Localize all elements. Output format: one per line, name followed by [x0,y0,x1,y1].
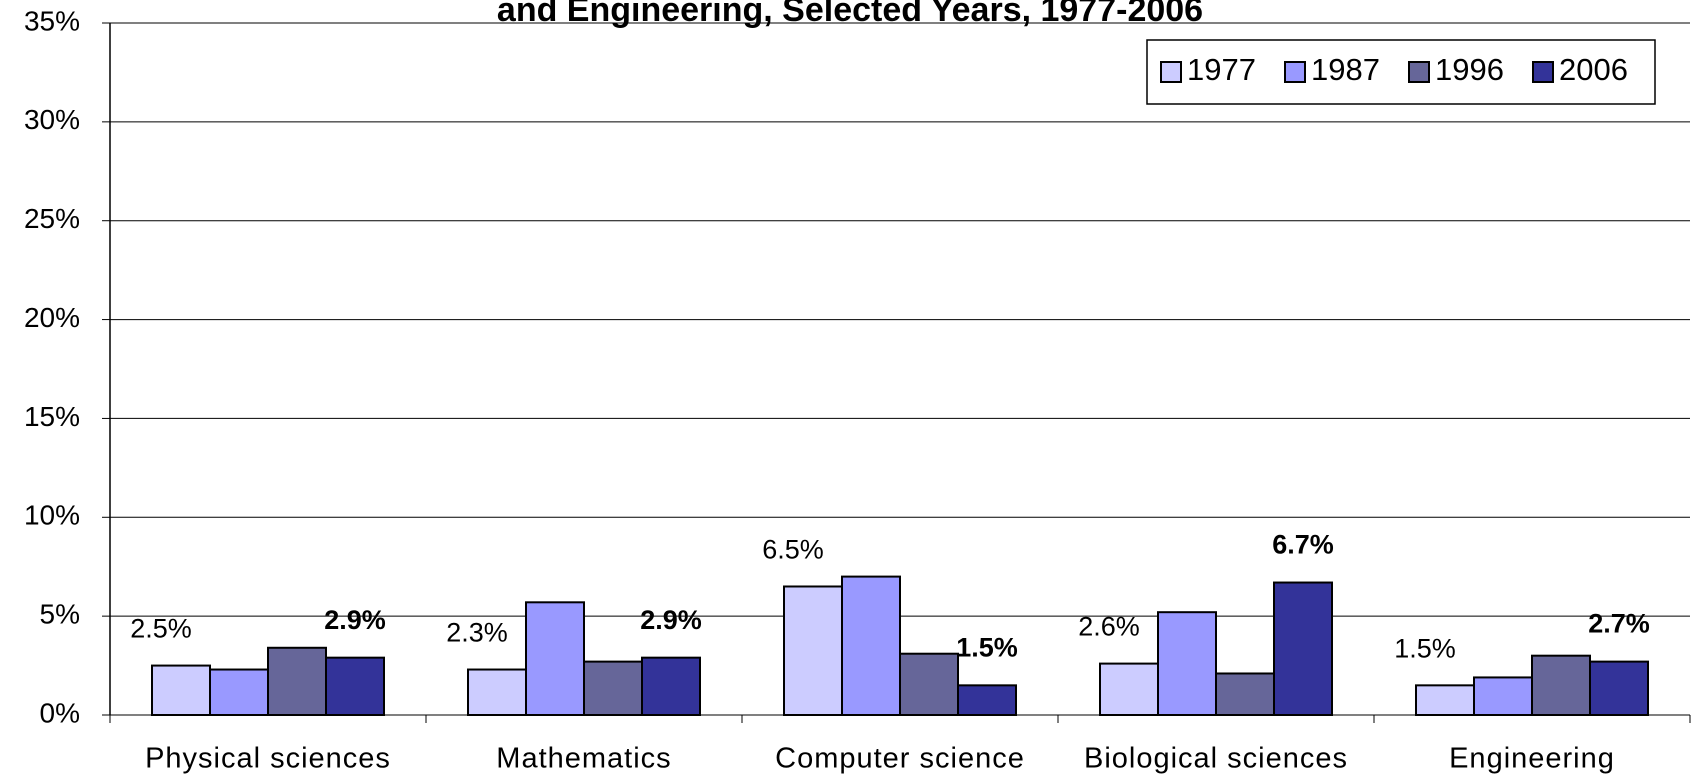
y-tick-label: 15% [24,401,80,432]
x-tick-label: Computer science [775,743,1025,775]
data-label: 6.7% [1272,530,1334,560]
data-label: 1.5% [1394,633,1456,663]
bar [325,656,385,716]
data-label: 2.9% [640,605,702,635]
bar [641,656,701,716]
bar [525,601,585,716]
y-tick-label: 10% [24,500,80,531]
data-label: 2.7% [1588,609,1650,639]
data-label: 2.6% [1078,612,1140,642]
bar [1589,660,1649,716]
y-tick-label: 0% [40,697,80,728]
bar [1215,672,1275,716]
x-tick-label: Engineering [1449,743,1615,775]
bar [1273,581,1333,716]
bar [841,575,901,716]
bar [467,668,527,716]
data-label: 2.3% [446,618,508,648]
legend-label: 1996 [1435,52,1504,87]
y-tick-label: 30% [24,104,80,135]
data-label: 2.5% [130,614,192,644]
legend-swatch [1532,61,1554,83]
legend-label: 1987 [1311,52,1380,87]
data-label: 6.5% [762,535,824,565]
bar [783,585,843,716]
bar [1415,684,1475,716]
y-tick-label: 35% [24,5,80,36]
data-label: 2.9% [324,605,386,635]
legend-swatch [1408,61,1430,83]
y-tick-label: 5% [40,599,80,630]
bar [957,684,1017,716]
bar [1157,611,1217,717]
chart-title: and Engineering, Selected Years, 1977-20… [497,0,1203,29]
bar [1531,654,1591,717]
legend-label: 1977 [1187,52,1256,87]
bar [151,664,211,716]
legend-swatch [1160,61,1182,83]
legend-box [1146,39,1656,105]
y-tick-label: 25% [24,203,80,234]
bar [209,668,269,716]
legend-swatch [1284,61,1306,83]
bar [1473,676,1533,716]
y-tick-label: 20% [24,302,80,333]
bar [899,652,959,716]
x-tick-label: Mathematics [496,743,671,775]
data-label: 1.5% [956,632,1018,662]
bar [267,646,327,717]
x-tick-label: Biological sciences [1084,743,1348,775]
legend-label: 2006 [1559,52,1628,87]
bar [583,660,643,716]
x-tick-label: Physical sciences [145,743,391,775]
bar [1099,662,1159,717]
